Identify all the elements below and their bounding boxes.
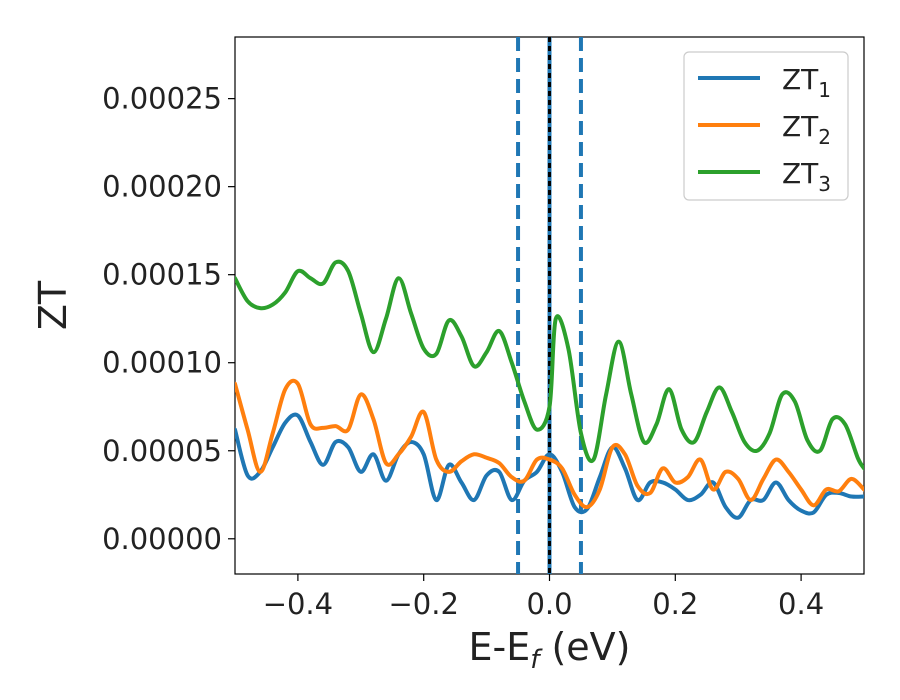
y-tick-label: 0.00010 <box>102 346 222 380</box>
legend-box <box>683 51 849 201</box>
x-axis-label: E-Ef (eV) <box>469 625 631 675</box>
x-tick-label: −0.4 <box>263 587 333 621</box>
y-axis: 0.00000 0.00005 0.00010 0.00015 0.00020 0.000… <box>102 82 235 556</box>
reference-lines <box>516 37 583 574</box>
y-axis-label: ZT <box>31 280 75 330</box>
y-tick-label: 0.00020 <box>102 170 222 204</box>
y-tick-label: 0.00000 <box>102 522 222 556</box>
x-tick-label: 0.0 <box>526 587 572 621</box>
y-tick-label: 0.00005 <box>102 434 222 468</box>
y-tick-label: 0.00025 <box>102 82 222 116</box>
legend-label-zt2: ZT2 <box>782 110 831 149</box>
series-line-zt3 <box>235 259 864 471</box>
legend: ZT1 ZT2 ZT3 <box>683 51 849 201</box>
series-lines <box>235 259 864 520</box>
x-axis: −0.4 −0.2 0.0 0.2 0.4 <box>263 574 824 621</box>
series-line-zt2 <box>235 378 864 510</box>
x-tick-label: 0.2 <box>652 587 698 621</box>
x-tick-label: 0.4 <box>778 587 824 621</box>
legend-label-zt3: ZT3 <box>782 157 831 196</box>
x-tick-label: −0.2 <box>388 587 458 621</box>
series-line-zt1 <box>235 412 864 520</box>
legend-label-zt1: ZT1 <box>782 63 831 102</box>
y-tick-label: 0.00015 <box>102 258 222 292</box>
